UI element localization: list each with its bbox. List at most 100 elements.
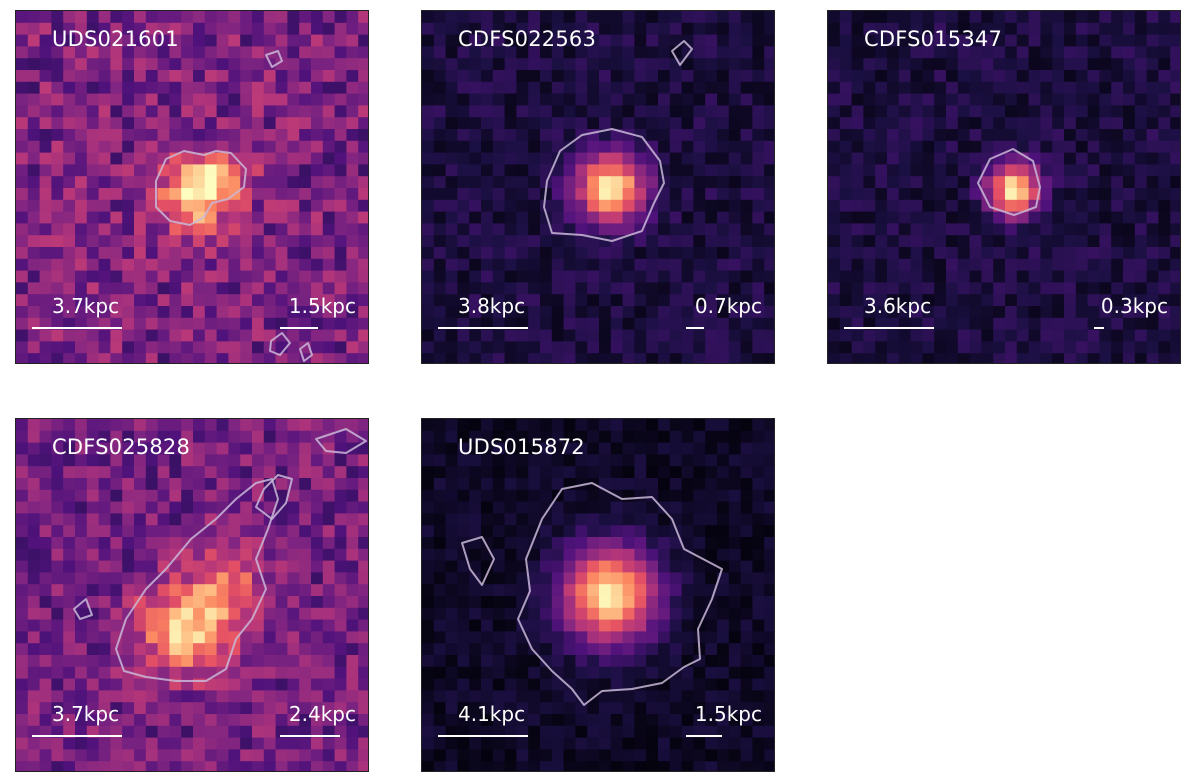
image-pixel — [1134, 152, 1148, 165]
image-pixel — [433, 596, 447, 609]
image-pixel — [646, 105, 659, 118]
image-pixel — [358, 702, 368, 715]
image-pixel — [181, 666, 194, 680]
image-pixel — [717, 294, 730, 307]
image-pixel — [752, 761, 765, 771]
image-pixel — [1099, 223, 1112, 236]
image-pixel — [875, 247, 888, 260]
image-pixel — [658, 525, 671, 538]
image-pixel — [346, 537, 359, 550]
image-pixel — [492, 105, 506, 118]
image-pixel — [551, 258, 565, 272]
image-pixel — [311, 501, 324, 514]
isophote-contour — [671, 40, 693, 66]
image-pixel — [63, 442, 76, 455]
image-pixel — [622, 317, 635, 331]
image-pixel — [658, 247, 671, 260]
image-pixel — [1123, 353, 1136, 363]
image-pixel — [299, 235, 312, 248]
image-pixel — [969, 341, 982, 354]
image-pixel — [346, 211, 359, 224]
image-pixel — [492, 34, 506, 47]
image-pixel — [575, 341, 588, 354]
image-pixel — [1087, 58, 1100, 71]
image-pixel — [969, 70, 982, 83]
image-pixel — [1123, 294, 1136, 307]
image-pixel — [346, 666, 359, 680]
image-pixel — [528, 294, 541, 307]
image-pixel — [322, 572, 336, 585]
image-pixel — [669, 282, 683, 295]
image-pixel — [492, 270, 506, 283]
image-pixel — [934, 270, 947, 283]
image-pixel — [599, 419, 612, 432]
image-pixel — [445, 70, 458, 83]
image-pixel — [1146, 81, 1159, 95]
image-pixel — [504, 596, 517, 609]
image-pixel — [240, 70, 253, 83]
galaxy-id-label: CDFS015347 — [864, 27, 1003, 51]
image-pixel — [1134, 211, 1148, 224]
image-pixel — [252, 105, 265, 118]
image-pixel — [728, 690, 742, 703]
image-pixel — [634, 666, 647, 680]
image-pixel — [181, 596, 194, 609]
image-pixel — [263, 655, 277, 668]
image-pixel — [110, 430, 123, 444]
image-pixel — [752, 631, 765, 644]
image-pixel — [705, 306, 718, 319]
image-pixel — [322, 306, 336, 319]
image-pixel — [575, 258, 588, 272]
image-pixel — [1052, 176, 1065, 189]
image-pixel — [252, 353, 265, 363]
image-pixel — [193, 81, 206, 95]
image-pixel — [875, 105, 888, 118]
image-pixel — [1064, 306, 1077, 319]
image-pixel — [646, 454, 659, 467]
image-pixel — [334, 152, 347, 165]
image-pixel — [587, 714, 600, 727]
image-pixel — [263, 70, 277, 83]
image-pixel — [764, 22, 774, 36]
image-pixel — [492, 607, 506, 621]
image-pixel — [1134, 140, 1148, 154]
image-pixel — [157, 329, 170, 342]
image-pixel — [63, 643, 76, 656]
image-pixel — [445, 655, 458, 668]
image-pixel — [828, 235, 841, 248]
image-pixel — [504, 478, 517, 491]
image-pixel — [957, 117, 971, 130]
image-pixel — [851, 81, 864, 95]
image-pixel — [252, 584, 265, 597]
image-pixel — [528, 117, 541, 130]
image-pixel — [528, 317, 541, 331]
image-pixel — [346, 466, 359, 479]
image-pixel — [110, 489, 123, 503]
image-pixel — [957, 70, 971, 83]
image-pixel — [63, 258, 76, 272]
image-pixel — [75, 501, 88, 514]
image-pixel — [134, 329, 147, 342]
image-pixel — [910, 235, 923, 248]
image-pixel — [457, 442, 470, 455]
image-pixel — [216, 619, 229, 632]
image-pixel — [492, 454, 506, 467]
image-pixel — [311, 631, 324, 644]
image-pixel — [669, 572, 683, 585]
image-pixel — [16, 188, 29, 201]
image-pixel — [575, 140, 588, 154]
image-pixel — [669, 749, 683, 762]
image-pixel — [169, 749, 182, 762]
image-pixel — [1075, 81, 1089, 95]
image-pixel — [1158, 317, 1171, 331]
image-pixel — [27, 117, 41, 130]
image-pixel — [528, 725, 541, 739]
image-pixel — [728, 607, 742, 621]
image-pixel — [575, 489, 588, 503]
image-pixel — [216, 329, 229, 342]
image-pixel — [993, 140, 1006, 154]
image-pixel — [693, 105, 706, 118]
image-pixel — [75, 34, 88, 47]
image-pixel — [481, 140, 494, 154]
image-pixel — [634, 702, 647, 715]
